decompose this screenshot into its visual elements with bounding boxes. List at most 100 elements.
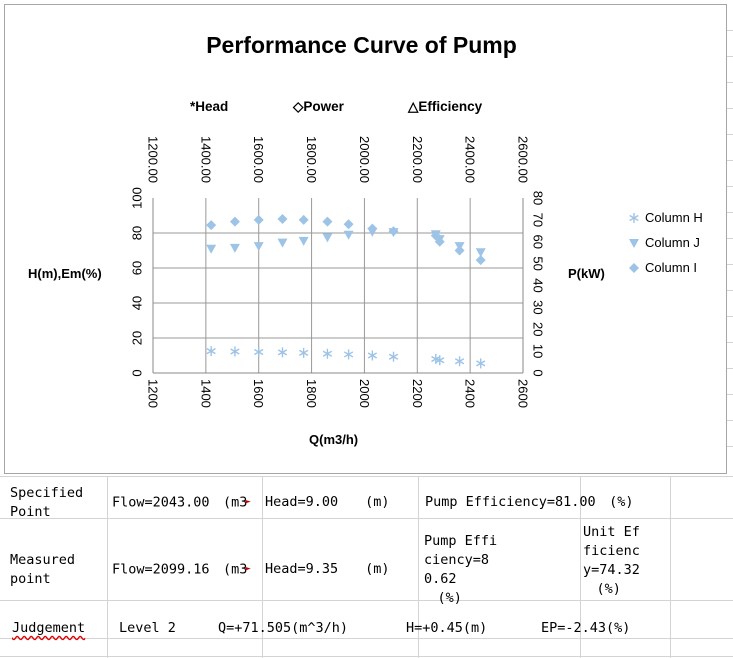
legend-item-column-i: Column I — [628, 255, 703, 280]
x-top-tick-label: 2400.00 — [463, 136, 478, 183]
x-top-tick-label: 1800.00 — [304, 136, 319, 183]
data-point-asterisk — [388, 351, 399, 362]
measured-pump-efficiency: Pump Efficiency=80.62 (%) — [424, 533, 498, 606]
x-tick-label: 2000 — [357, 379, 372, 408]
y-right-tick-label: 80 — [531, 191, 546, 205]
measured-point-label: Measured point — [10, 552, 76, 587]
data-point-asterisk — [254, 347, 264, 357]
y-left-tick-label: 100 — [130, 187, 145, 209]
diamond-marker-icon — [629, 262, 639, 273]
data-point-triangle — [229, 243, 240, 253]
y-right-tick-label: 40 — [531, 278, 546, 292]
judgement-q: Q=+71.505(m^3/h) — [218, 620, 349, 636]
legend-item-column-h: Column H — [628, 205, 703, 230]
data-point-diamond — [343, 219, 354, 230]
specified-flow: Flow=2043.00 (m3► — [112, 494, 251, 511]
x-tick-label: 1200 — [146, 379, 161, 408]
x-tick-label: 2400 — [463, 379, 478, 408]
measured-head: Head=9.35 (m) — [265, 561, 390, 577]
data-point-diamond — [229, 216, 240, 227]
data-point-diamond — [475, 255, 486, 266]
x-top-tick-label: 2200.00 — [410, 136, 425, 183]
asterisk-marker-icon — [629, 212, 639, 223]
legend-label: Column J — [645, 235, 700, 250]
specified-point-label: Specified Point — [10, 485, 84, 520]
x-tick-label: 1800 — [304, 379, 319, 408]
legend: Column H Column J Column I — [628, 205, 703, 280]
data-point-asterisk — [277, 347, 288, 358]
y-left-tick-label: 40 — [130, 296, 145, 310]
triangle-down-marker-icon — [629, 238, 639, 248]
data-point-asterisk — [454, 356, 465, 367]
data-point-triangle — [206, 244, 217, 254]
data-point-diamond — [298, 214, 309, 225]
data-point-triangle — [322, 233, 333, 243]
y-axis-left-title: H(m),Em(%) — [28, 266, 102, 281]
data-point-diamond — [253, 214, 264, 225]
data-point-triangle — [475, 248, 486, 258]
legend-label: Column I — [645, 260, 698, 275]
x-tick-label: 2600 — [516, 379, 531, 408]
data-point-triangle — [343, 230, 354, 240]
specified-efficiency: Pump Efficiency=81.00 (%) — [425, 494, 634, 510]
chart-title: Performance Curve of Pump — [206, 32, 517, 58]
x-axis-title: Q(m3/h) — [309, 432, 359, 447]
data-point-asterisk — [367, 350, 378, 361]
data-point-asterisk — [298, 347, 309, 358]
data-point-asterisk — [322, 348, 333, 359]
y-right-tick-label: 10 — [531, 344, 546, 358]
data-point-diamond — [206, 220, 217, 231]
judgement-level: Level 2 — [119, 620, 176, 636]
legend-label: Column H — [645, 210, 703, 225]
data-point-diamond — [277, 214, 288, 224]
y-left-tick-label: 0 — [130, 369, 145, 376]
y-right-tick-label: 20 — [531, 322, 546, 336]
y-left-tick-label: 20 — [130, 331, 145, 345]
data-point-triangle — [253, 242, 264, 252]
x-top-tick-label: 2600.00 — [516, 136, 531, 183]
data-point-diamond — [454, 245, 465, 256]
y-axis-right-title: P(kW) — [568, 266, 605, 281]
x-top-tick-label: 1600.00 — [251, 136, 266, 183]
data-point-diamond — [430, 230, 441, 241]
x-top-tick-label: 2000.00 — [357, 136, 372, 183]
x-top-tick-label: 1400.00 — [198, 136, 213, 183]
truncated-arrow-icon: ► — [245, 564, 251, 574]
x-tick-label: 1400 — [198, 379, 213, 408]
y-right-tick-label: 0 — [531, 369, 546, 376]
x-tick-label: 1600 — [251, 379, 266, 408]
data-point-asterisk — [230, 346, 240, 357]
judgement-label: Judgement — [12, 620, 86, 636]
y-right-tick-label: 70 — [531, 213, 546, 227]
data-point-triangle — [277, 238, 288, 248]
y-right-tick-label: 50 — [531, 256, 546, 270]
x-top-tick-label: 1200.00 — [146, 136, 161, 183]
measured-flow: Flow=2099.16 (m3► — [112, 561, 251, 578]
chart-area[interactable] — [4, 4, 727, 474]
data-point-asterisk — [206, 346, 216, 357]
data-point-diamond — [434, 236, 445, 247]
legend-power: ◇Power — [293, 99, 344, 114]
legend-item-column-j: Column J — [628, 230, 703, 255]
data-point-diamond — [367, 223, 378, 234]
data-point-asterisk — [476, 358, 486, 369]
y-right-tick-label: 30 — [531, 300, 546, 314]
judgement-ep: EP=-2.43(%) — [541, 620, 631, 636]
data-point-asterisk — [343, 349, 354, 360]
judgement-h: H=+0.45(m) — [406, 620, 488, 636]
y-left-tick-label: 80 — [130, 226, 145, 240]
data-point-triangle — [298, 236, 309, 246]
data-point-asterisk — [435, 355, 445, 366]
legend-head: *Head — [190, 99, 229, 114]
y-right-tick-label: 60 — [531, 235, 546, 249]
truncated-arrow-icon: ► — [245, 497, 251, 507]
specified-head: Head=9.00 (m) — [265, 494, 390, 510]
data-point-diamond — [388, 226, 399, 237]
measured-unit-efficiency: Unit Efficiency=74.32 (%) — [583, 524, 640, 597]
y-left-tick-label: 60 — [130, 261, 145, 275]
x-tick-label: 2200 — [410, 379, 425, 408]
data-point-diamond — [322, 216, 333, 227]
legend-efficiency: △Efficiency — [408, 99, 483, 114]
